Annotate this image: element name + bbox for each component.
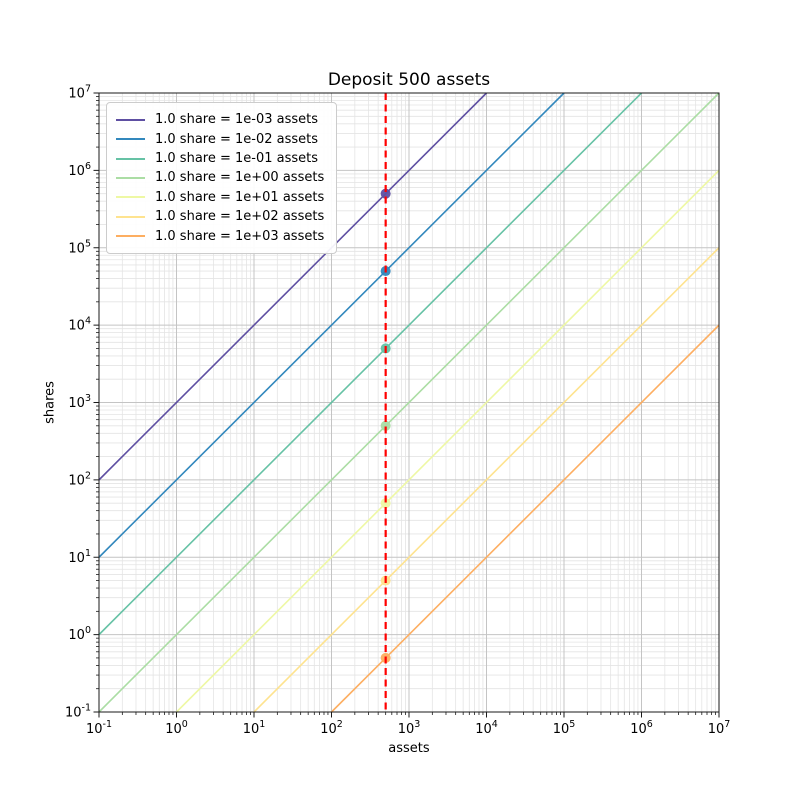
- legend: 1.0 share = 1e-03 assets 1.0 share = 1e-…: [106, 102, 338, 254]
- deposit-marker-3: [380, 420, 391, 431]
- y-tick-label: 100: [68, 625, 91, 643]
- y-tick-label: 106: [68, 161, 91, 179]
- legend-row: 1.0 share = 1e+02 assets: [116, 207, 324, 226]
- legend-line-sample: [116, 138, 145, 141]
- x-tick-label: 106: [630, 719, 653, 737]
- legend-line-sample: [116, 157, 145, 160]
- legend-row: 1.0 share = 1e-03 assets: [116, 110, 324, 129]
- x-tick-label: 101: [243, 719, 266, 737]
- series-line-4: [175, 169, 720, 713]
- x-tick-label: 104: [475, 719, 498, 737]
- legend-label: 1.0 share = 1e+00 assets: [155, 170, 325, 186]
- series-line-2: [98, 92, 643, 636]
- x-axis-label: assets: [388, 741, 430, 756]
- legend-row: 1.0 share = 1e+03 assets: [116, 227, 324, 246]
- x-tick-label: 102: [320, 719, 343, 737]
- series-line-6: [330, 324, 720, 713]
- y-tick-label: 102: [68, 470, 91, 488]
- series-line-1: [98, 92, 565, 558]
- legend-line-sample: [116, 235, 145, 238]
- legend-row: 1.0 share = 1e+00 assets: [116, 168, 324, 187]
- series-line-0: [98, 92, 488, 481]
- x-tick-label: 103: [398, 719, 421, 737]
- legend-label: 1.0 share = 1e-01 assets: [155, 151, 319, 167]
- legend-row: 1.0 share = 1e-01 assets: [116, 149, 324, 168]
- legend-label: 1.0 share = 1e-03 assets: [155, 112, 319, 128]
- legend-line-sample: [116, 196, 145, 199]
- x-tick-label: 107: [708, 719, 731, 737]
- y-tick-label: 103: [68, 393, 91, 411]
- y-tick-label: 10-1: [65, 703, 91, 721]
- x-tick-label: 100: [165, 719, 188, 737]
- deposit-marker-4: [380, 498, 391, 509]
- legend-line-sample: [116, 215, 145, 218]
- legend-label: 1.0 share = 1e+03 assets: [155, 228, 325, 244]
- legend-label: 1.0 share = 1e-02 assets: [155, 131, 319, 147]
- y-tick-label: 107: [68, 84, 91, 102]
- legend-row: 1.0 share = 1e+01 assets: [116, 188, 324, 207]
- legend-row: 1.0 share = 1e-02 assets: [116, 129, 324, 148]
- deposit-marker-0: [380, 188, 391, 199]
- legend-line-sample: [116, 176, 145, 179]
- legend-line-sample: [116, 118, 145, 121]
- y-tick-label: 101: [68, 548, 91, 566]
- legend-label: 1.0 share = 1e+02 assets: [155, 209, 325, 225]
- series-line-3: [98, 92, 720, 713]
- series-line-5: [253, 247, 720, 713]
- y-axis-label: shares: [42, 381, 58, 424]
- x-tick-label: 10-1: [86, 719, 112, 737]
- y-tick-label: 105: [68, 238, 91, 256]
- y-tick-label: 104: [68, 316, 91, 334]
- x-tick-label: 105: [553, 719, 576, 737]
- chart-title: Deposit 500 assets: [327, 70, 491, 90]
- legend-label: 1.0 share = 1e+01 assets: [155, 189, 325, 205]
